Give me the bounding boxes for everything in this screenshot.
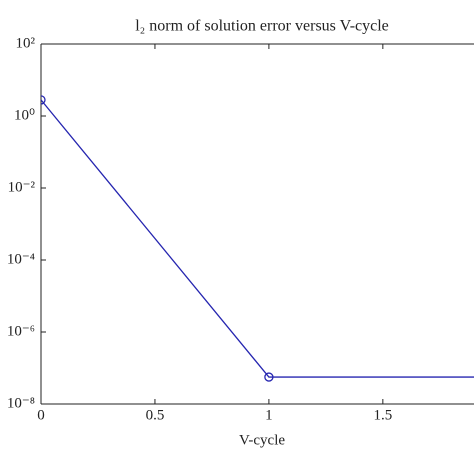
x-tick-label: 1.5	[373, 407, 392, 423]
x-tick-label: 0.5	[146, 407, 165, 423]
y-tick-label: 10⁻⁶	[7, 323, 35, 339]
y-tick-label: 10⁻⁸	[7, 395, 35, 411]
point-marker	[41, 95, 46, 105]
chart-title: l₂ norm of solution error versus V-cycle	[135, 18, 389, 35]
x-tick-label: 0	[37, 407, 45, 423]
plot-area	[41, 95, 474, 382]
series-line	[41, 99, 474, 378]
y-tick-label: 10⁰	[14, 107, 35, 123]
y-tick-label: 10⁻⁴	[7, 251, 35, 267]
y-tick-label: 10⁻²	[8, 179, 36, 195]
y-tick-label: 10²	[16, 35, 36, 51]
x-tick-label: 1	[265, 407, 273, 423]
point-marker	[264, 372, 274, 382]
x-axis-label: V-cycle	[239, 432, 285, 448]
axes-frame	[40, 43, 474, 405]
